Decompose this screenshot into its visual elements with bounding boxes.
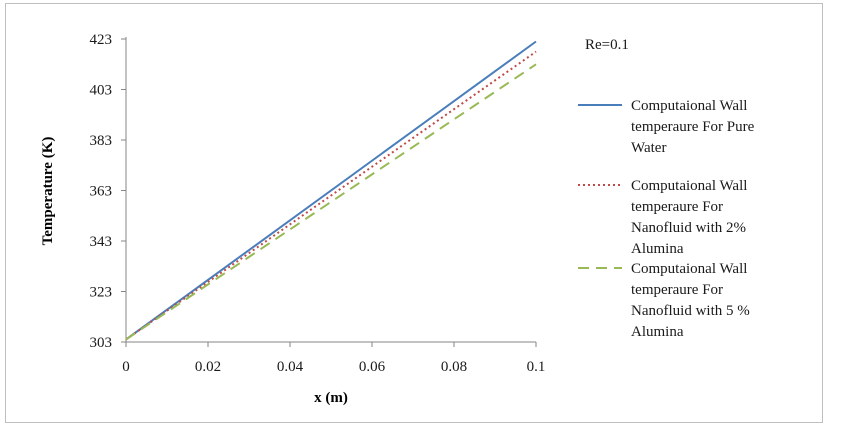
legend: Computaional Wall temperaure For Pure Wate… xyxy=(578,98,755,340)
chart-frame xyxy=(5,3,823,423)
legend-label-2: Computaional Wall temperaure For Nanofluid… xyxy=(631,178,747,257)
legend-label-3: Computaional Wall temperaure For Nanofluid… xyxy=(631,261,750,340)
y-tick-label: 343 xyxy=(90,234,113,250)
x-tick-label: 0.06 xyxy=(359,359,386,375)
series-line-1 xyxy=(125,40,537,341)
y-tick-label: 303 xyxy=(90,335,113,351)
y-axis-title: Temperature (K) xyxy=(40,137,56,246)
x-tick-label: 0.04 xyxy=(277,359,304,375)
y-tick-label: 323 xyxy=(90,285,113,301)
y-tick-label: 423 xyxy=(90,32,113,48)
x-tick-label: 0.02 xyxy=(195,359,221,375)
series-line-3 xyxy=(125,63,537,341)
series-layer xyxy=(125,40,537,341)
y-tick-label: 403 xyxy=(90,83,113,99)
x-tick-label: 0 xyxy=(122,359,130,375)
x-axis-title: x (m) xyxy=(314,390,348,406)
axes: 303 323 343 363 383 403 423 0 0.02 0.04 0.06 0.08 0.… xyxy=(90,32,546,375)
y-tick-label: 383 xyxy=(90,133,113,149)
x-tick-label: 0.08 xyxy=(441,359,467,375)
series-line-2 xyxy=(125,50,537,341)
x-tick-label: 0.1 xyxy=(527,359,546,375)
y-tick-label: 363 xyxy=(90,184,113,200)
chart-annotation: Re=0.1 xyxy=(585,37,629,53)
legend-label-1: Computaional Wall temperaure For Pure Wate… xyxy=(631,98,755,156)
